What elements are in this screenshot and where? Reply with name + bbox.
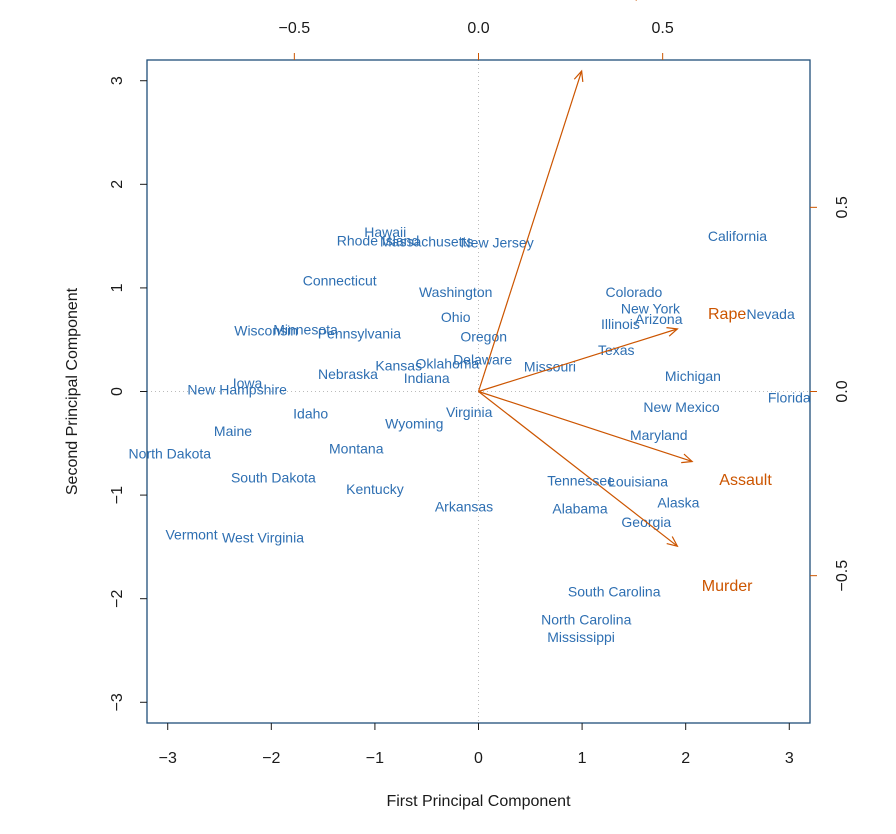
point-label-kentucky: Kentucky <box>346 481 404 497</box>
point-label-washington: Washington <box>419 284 492 300</box>
point-label-alabama: Alabama <box>552 501 607 517</box>
point-label-rhode-island: Rhode Island <box>337 232 420 248</box>
point-label-new-mexico: New Mexico <box>643 399 719 415</box>
point-label-ohio: Ohio <box>441 309 471 325</box>
point-label-indiana: Indiana <box>404 370 450 386</box>
point-label-hawaii: Hawaii <box>364 224 406 240</box>
y-tick-label: −3 <box>109 693 126 711</box>
point-label-west-virginia: West Virginia <box>222 530 304 546</box>
right-tick-label: −0.5 <box>834 560 851 592</box>
point-label-nevada: Nevada <box>747 306 795 322</box>
point-label-pennsylvania: Pennsylvania <box>318 325 401 341</box>
point-label-vermont: Vermont <box>165 526 217 542</box>
right-tick-label: 0.0 <box>834 380 851 402</box>
point-label-new-york: New York <box>621 301 681 317</box>
point-label-south-dakota: South Dakota <box>231 469 316 485</box>
point-label-connecticut: Connecticut <box>303 273 377 289</box>
point-label-michigan: Michigan <box>665 368 721 384</box>
top-tick-label: −0.5 <box>279 20 311 37</box>
point-label-new-jersey: New Jersey <box>461 234 534 250</box>
y-tick-label: 0 <box>109 387 126 396</box>
point-label-massachusetts: Massachusetts <box>380 233 473 249</box>
x-tick-label: −1 <box>366 750 384 767</box>
right-tick-label: 0.5 <box>834 196 851 218</box>
arrow-head-assault <box>681 453 694 464</box>
loading-arrows: UrbanPop Rape Assault Murder <box>477 0 772 595</box>
point-label-wisconsin: Wisconsin <box>234 322 298 338</box>
y-tick-label: −2 <box>109 589 126 607</box>
point-label-missouri: Missouri <box>524 359 576 375</box>
point-label-florida: Florida <box>768 390 811 406</box>
top-tick-label: 0.0 <box>467 20 489 37</box>
y-tick-label: −1 <box>109 486 126 504</box>
point-label-montana: Montana <box>329 440 384 456</box>
top-tick-label: 0.5 <box>652 20 674 37</box>
arrow-assault <box>478 390 693 463</box>
point-label-tennessee: Tennessee <box>547 473 615 489</box>
x-tick-label: −3 <box>159 750 177 767</box>
y-tick-label: 2 <box>109 180 126 189</box>
point-label-nebraska: Nebraska <box>318 366 378 382</box>
x-tick-label: 0 <box>474 750 483 767</box>
point-label-north-dakota: North Dakota <box>129 446 212 462</box>
arrow-head-urbanpop <box>573 69 584 83</box>
point-label-arizona: Arizona <box>635 311 683 327</box>
variable-label-urbanpop: UrbanPop <box>571 0 643 1</box>
variable-label-assault: Assault <box>719 472 772 489</box>
point-label-louisiana: Louisiana <box>608 474 668 490</box>
y-tick-label: 3 <box>109 76 126 85</box>
point-label-oklahoma: Oklahoma <box>416 356 480 372</box>
y-tick-label: 1 <box>109 283 126 292</box>
arrow-rape <box>478 328 678 393</box>
arrow-head-rape <box>666 327 679 337</box>
variable-label-murder: Murder <box>702 578 753 595</box>
zero-lines <box>147 60 810 723</box>
point-label-kansas: Kansas <box>375 358 422 374</box>
point-label-mississippi: Mississippi <box>547 629 615 645</box>
x-tick-label: 1 <box>578 750 587 767</box>
point-label-illinois: Illinois <box>601 316 640 332</box>
point-label-idaho: Idaho <box>293 405 328 421</box>
x-axis-title: First Principal Component <box>386 793 571 810</box>
arrow-murder <box>478 391 678 547</box>
variable-label-rape: Rape <box>708 306 746 323</box>
point-label-virginia: Virginia <box>446 404 493 420</box>
point-label-arkansas: Arkansas <box>435 498 493 514</box>
point-label-texas: Texas <box>598 342 635 358</box>
x-tick-label: 2 <box>681 750 690 767</box>
point-label-iowa: Iowa <box>233 375 263 391</box>
point-label-north-carolina: North Carolina <box>541 611 631 627</box>
point-label-alaska: Alaska <box>657 494 699 510</box>
point-label-minnesota: Minnesota <box>273 321 338 337</box>
axes: −3 −2 −1 0 1 2 3 −3 −2 −1 0 1 2 3 −0.5 0.0 0.5 −0.5 0.0 0.5 <box>109 20 851 767</box>
point-label-wyoming: Wyoming <box>385 416 443 432</box>
x-tick-label: 3 <box>785 750 794 767</box>
point-label-new-hampshire: New Hampshire <box>187 381 287 397</box>
point-label-delaware: Delaware <box>453 351 512 367</box>
point-label-maryland: Maryland <box>630 427 688 443</box>
arrow-urbanpop <box>477 70 583 392</box>
point-label-oregon: Oregon <box>460 329 507 345</box>
point-label-california: California <box>708 228 767 244</box>
arrow-head-murder <box>666 536 679 548</box>
y-axis-title: Second Principal Component <box>64 287 81 495</box>
point-label-maine: Maine <box>214 423 252 439</box>
point-label-south-carolina: South Carolina <box>568 583 661 599</box>
point-label-colorado: Colorado <box>605 284 662 300</box>
x-tick-label: −2 <box>262 750 280 767</box>
